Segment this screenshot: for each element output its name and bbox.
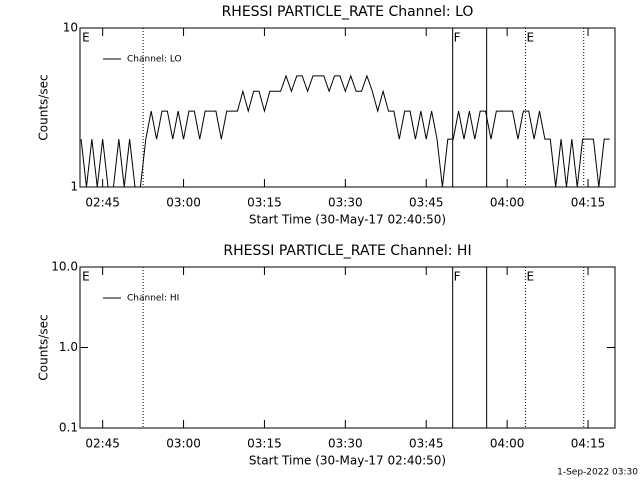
event-label: E (82, 31, 90, 45)
x-tick-label: 04:00 (490, 196, 525, 210)
event-label: E (526, 270, 534, 284)
y-axis-label: Counts/sec (37, 314, 51, 380)
event-label: F (454, 31, 461, 45)
x-tick-label: 03:45 (409, 196, 444, 210)
x-tick-label: 03:45 (409, 437, 444, 451)
plot-frame (79, 27, 616, 188)
x-axis-label: Start Time (30-May-17 02:40:50) (249, 213, 446, 227)
x-tick-label: 03:15 (247, 437, 282, 451)
event-label: E (526, 31, 534, 45)
x-tick-label: 03:30 (328, 196, 363, 210)
event-label: F (454, 270, 461, 284)
x-tick-label: 04:15 (571, 437, 606, 451)
chart-title: RHESSI PARTICLE_RATE Channel: HI (223, 243, 471, 259)
y-tick-label: 1.0 (59, 340, 78, 354)
x-tick-label: 02:45 (85, 196, 120, 210)
x-tick-label: 03:15 (247, 196, 282, 210)
x-tick-label: 03:00 (166, 196, 201, 210)
footer-date: 1-Sep-2022 03:30 (557, 468, 638, 478)
chart-title: RHESSI PARTICLE_RATE Channel: LO (222, 4, 474, 20)
y-tick-label: 10.0 (51, 260, 78, 274)
y-tick-label: 10 (63, 21, 78, 35)
x-axis-label: Start Time (30-May-17 02:40:50) (249, 454, 446, 468)
x-tick-label: 03:30 (328, 437, 363, 451)
y-tick-label: 1 (70, 180, 78, 194)
x-tick-label: 04:00 (490, 437, 525, 451)
plot-frame (79, 266, 616, 429)
legend-label: Channel: LO (127, 55, 182, 65)
event-label: E (82, 270, 90, 284)
legend-label: Channel: HI (127, 294, 179, 304)
y-axis-label: Counts/sec (37, 74, 51, 140)
data-line (80, 74, 610, 188)
y-tick-label: 0.1 (59, 421, 78, 435)
x-tick-label: 02:45 (85, 437, 120, 451)
x-tick-label: 03:00 (166, 437, 201, 451)
x-tick-label: 04:15 (571, 196, 606, 210)
